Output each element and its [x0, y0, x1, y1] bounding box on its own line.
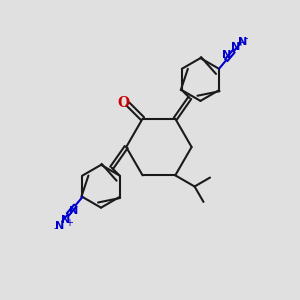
- Text: -: -: [54, 224, 58, 233]
- Text: N: N: [55, 220, 64, 230]
- Text: +: +: [65, 218, 74, 228]
- Text: N: N: [238, 37, 247, 47]
- Text: -: -: [244, 33, 247, 43]
- Text: N: N: [231, 42, 241, 52]
- Text: N: N: [69, 206, 78, 216]
- Text: O: O: [117, 95, 130, 110]
- Text: N: N: [61, 214, 70, 225]
- Text: N: N: [222, 50, 231, 60]
- Text: +: +: [236, 38, 244, 48]
